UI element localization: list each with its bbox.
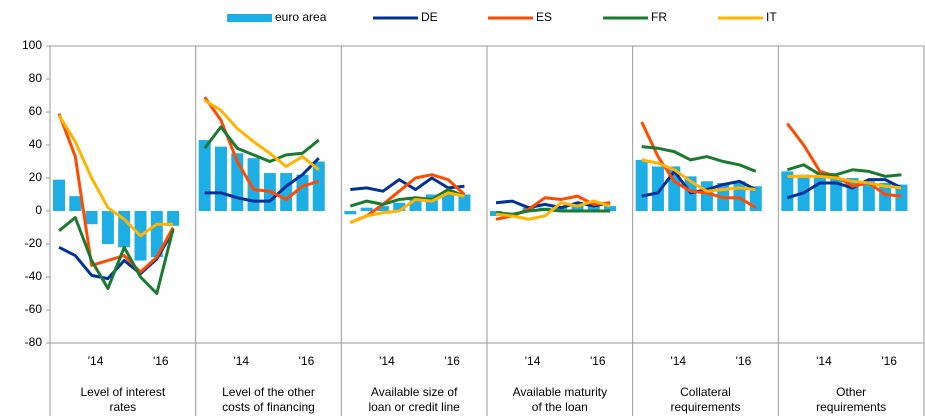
legend-label: ES bbox=[536, 10, 552, 24]
x-tick-label: '16 bbox=[444, 354, 460, 368]
bar bbox=[604, 206, 617, 211]
bar bbox=[442, 192, 455, 211]
y-tick-label: 100 bbox=[22, 38, 42, 52]
line-series bbox=[57, 113, 175, 274]
bar bbox=[458, 194, 471, 211]
x-tick-label: '14 bbox=[379, 354, 395, 368]
line-series bbox=[203, 125, 320, 163]
bar bbox=[150, 211, 163, 258]
bar bbox=[118, 211, 131, 248]
bar bbox=[198, 140, 211, 211]
bar bbox=[587, 206, 600, 211]
bar bbox=[895, 184, 908, 211]
bar bbox=[344, 211, 357, 215]
line-series bbox=[203, 99, 320, 171]
x-tick-label: '14 bbox=[816, 354, 832, 368]
x-tick-label: '16 bbox=[153, 354, 169, 368]
bar bbox=[69, 196, 82, 211]
panel-title: Level of interest bbox=[80, 385, 165, 399]
bar bbox=[830, 178, 843, 211]
line-series bbox=[58, 216, 175, 295]
line-series bbox=[57, 114, 174, 238]
x-tick-label: '14 bbox=[233, 354, 249, 368]
line-series bbox=[786, 163, 902, 178]
line-series bbox=[495, 199, 611, 210]
bar bbox=[296, 174, 309, 211]
x-tick-label: '14 bbox=[670, 354, 686, 368]
panel-title: Collateral bbox=[680, 385, 731, 399]
line-series bbox=[349, 191, 465, 224]
line-series bbox=[203, 96, 320, 201]
line-series bbox=[787, 174, 902, 190]
panel-title: requirements bbox=[816, 400, 886, 414]
bar bbox=[393, 202, 406, 211]
bar bbox=[635, 159, 648, 211]
y-tick-label: -40 bbox=[25, 269, 43, 283]
x-tick-label: '16 bbox=[299, 354, 315, 368]
line-series bbox=[786, 178, 903, 200]
line-series bbox=[786, 122, 902, 198]
legend-label: IT bbox=[766, 10, 777, 24]
bar bbox=[862, 181, 875, 211]
bar bbox=[247, 158, 260, 211]
y-tick-label: -80 bbox=[25, 335, 43, 349]
bar bbox=[651, 166, 664, 211]
bar bbox=[700, 181, 713, 211]
y-tick-label: 60 bbox=[29, 104, 43, 118]
panel-title: loan or credit line bbox=[368, 400, 460, 414]
bar bbox=[733, 181, 746, 211]
legend-label: DE bbox=[421, 10, 438, 24]
bar bbox=[360, 207, 373, 211]
x-tick-label: '16 bbox=[590, 354, 606, 368]
panel-title: Available maturity bbox=[513, 385, 608, 399]
bar bbox=[409, 199, 422, 211]
y-tick-label: 20 bbox=[29, 170, 43, 184]
y-tick-label: -60 bbox=[25, 302, 43, 316]
bar bbox=[312, 161, 325, 211]
y-tick-label: -20 bbox=[25, 236, 43, 250]
panel-title: of the loan bbox=[532, 400, 588, 414]
x-tick-label: '16 bbox=[881, 354, 897, 368]
bar bbox=[53, 179, 65, 211]
panel-title: Other bbox=[836, 385, 866, 399]
x-tick-label: '14 bbox=[525, 354, 541, 368]
line-series bbox=[641, 158, 756, 193]
x-tick-label: '14 bbox=[88, 354, 104, 368]
line-series bbox=[204, 157, 320, 203]
bar bbox=[101, 211, 114, 244]
y-tick-label: 0 bbox=[35, 203, 42, 217]
bar bbox=[167, 211, 180, 226]
line-series bbox=[495, 199, 611, 221]
bar bbox=[376, 206, 389, 211]
panel-title: rates bbox=[109, 400, 136, 414]
y-tick-label: 80 bbox=[29, 71, 43, 85]
bar bbox=[879, 182, 892, 211]
bar bbox=[571, 204, 584, 211]
y-tick-label: 40 bbox=[29, 137, 43, 151]
bar bbox=[214, 146, 227, 211]
panel-title: costs of financing bbox=[222, 400, 315, 414]
bar bbox=[85, 211, 98, 225]
panel-title: requirements bbox=[670, 400, 740, 414]
x-tick-label: '16 bbox=[736, 354, 752, 368]
line-series bbox=[641, 145, 757, 173]
line-series bbox=[349, 188, 465, 208]
panel-title: Available size of bbox=[371, 385, 458, 399]
line-series bbox=[640, 121, 757, 209]
legend-label: FR bbox=[651, 10, 667, 24]
legend-label: euro area bbox=[275, 10, 327, 24]
bar bbox=[781, 171, 794, 211]
panel-title: Level of the other bbox=[222, 385, 315, 399]
legend-swatch bbox=[227, 14, 272, 22]
